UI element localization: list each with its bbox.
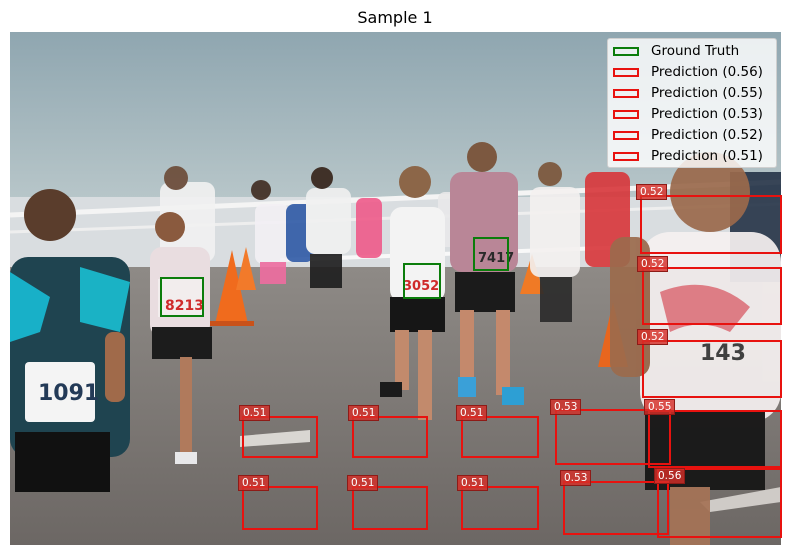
score-label: 0.53 bbox=[550, 399, 582, 415]
prediction-box bbox=[640, 195, 782, 254]
score-label: 0.53 bbox=[560, 470, 592, 486]
legend-swatch-red bbox=[613, 151, 639, 161]
legend-swatch-red bbox=[613, 109, 639, 119]
legend-item-prediction: Prediction (0.55) bbox=[613, 83, 763, 103]
prediction-box bbox=[642, 267, 782, 325]
legend: Ground Truth Prediction (0.56) Predictio… bbox=[607, 38, 777, 168]
figure-title: Sample 1 bbox=[357, 8, 433, 27]
score-label: 0.52 bbox=[637, 256, 669, 272]
prediction-box bbox=[648, 410, 782, 468]
legend-label: Prediction (0.55) bbox=[651, 85, 763, 101]
legend-label: Prediction (0.53) bbox=[651, 106, 763, 122]
prediction-box bbox=[461, 416, 539, 458]
prediction-box bbox=[555, 409, 671, 465]
legend-item-prediction: Prediction (0.53) bbox=[613, 104, 763, 124]
score-label: 0.51 bbox=[347, 475, 379, 491]
prediction-box bbox=[657, 468, 782, 538]
legend-swatch-green bbox=[613, 46, 639, 56]
ground-truth-box bbox=[473, 237, 509, 271]
legend-item-ground-truth: Ground Truth bbox=[613, 41, 739, 61]
score-label: 0.51 bbox=[456, 405, 488, 421]
legend-label: Prediction (0.52) bbox=[651, 127, 763, 143]
bib-number: 3052 bbox=[403, 279, 439, 294]
legend-item-prediction: Prediction (0.52) bbox=[613, 125, 763, 145]
legend-swatch-red bbox=[613, 130, 639, 140]
prediction-box bbox=[242, 486, 318, 530]
legend-label: Prediction (0.51) bbox=[651, 148, 763, 164]
legend-label: Prediction (0.56) bbox=[651, 64, 763, 80]
score-label: 0.51 bbox=[239, 405, 271, 421]
bib-number: 7417 bbox=[478, 251, 514, 266]
prediction-box bbox=[461, 486, 539, 530]
prediction-box bbox=[642, 340, 782, 398]
score-label: 0.55 bbox=[644, 399, 676, 415]
legend-swatch-red bbox=[613, 67, 639, 77]
score-label: 0.51 bbox=[238, 475, 270, 491]
bib-number: 1091 bbox=[38, 381, 99, 406]
score-label: 0.51 bbox=[348, 405, 380, 421]
bib-number: 8213 bbox=[165, 298, 204, 314]
legend-item-prediction: Prediction (0.51) bbox=[613, 146, 763, 166]
legend-item-prediction: Prediction (0.56) bbox=[613, 62, 763, 82]
score-label: 0.52 bbox=[636, 184, 668, 200]
bib-number: 143 bbox=[700, 341, 746, 366]
legend-label: Ground Truth bbox=[651, 43, 740, 59]
ground-truth-box bbox=[160, 277, 204, 317]
ground-truth-box bbox=[403, 263, 441, 299]
legend-swatch-red bbox=[613, 88, 639, 98]
score-label: 0.51 bbox=[457, 475, 489, 491]
score-label: 0.52 bbox=[637, 329, 669, 345]
score-label: 0.56 bbox=[654, 468, 686, 484]
prediction-box bbox=[352, 416, 428, 458]
prediction-box bbox=[563, 481, 669, 535]
prediction-box bbox=[242, 416, 318, 458]
prediction-box bbox=[352, 486, 428, 530]
